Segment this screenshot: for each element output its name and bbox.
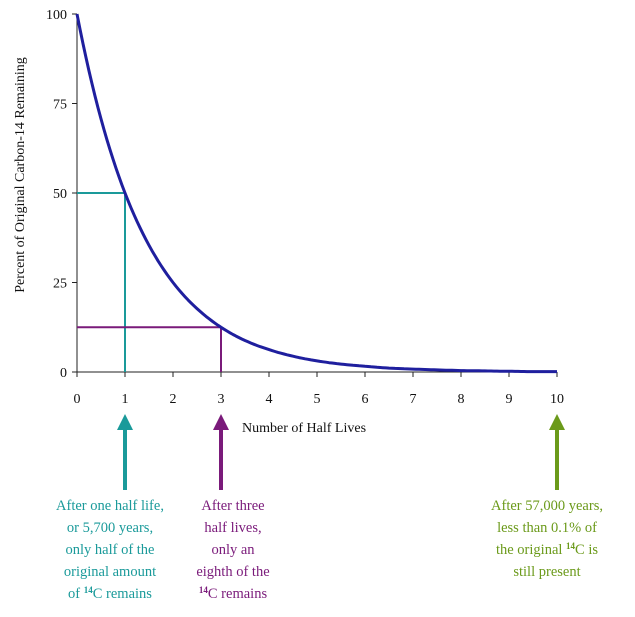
x-tick-label: 3	[218, 392, 225, 407]
y-tick-label: 100	[46, 8, 67, 23]
y-tick-label: 50	[53, 187, 67, 202]
annotation-arrow-head	[549, 414, 565, 430]
x-tick-label: 8	[458, 392, 465, 407]
annotation-line: still present	[513, 564, 581, 580]
annotation-arrows	[117, 414, 565, 490]
annotation-line: original amount	[63, 564, 157, 580]
annotation-line: only an	[211, 542, 255, 558]
annotation-line: 14C remains	[198, 585, 268, 603]
x-tick-label: 4	[266, 392, 273, 407]
annotation-line: half lives,	[204, 520, 262, 536]
x-tick-label: 5	[314, 392, 321, 407]
annotation-line: eighth of the	[196, 564, 270, 580]
guide-lines	[77, 192, 222, 372]
x-tick-label: 0	[74, 392, 81, 407]
annotation-arrow-head	[117, 414, 133, 430]
annotation-line: the original 14C is	[495, 541, 599, 559]
annotation-text: After 57,000 years, less than 0.1% of the …	[462, 495, 632, 583]
annotation-text: After one half life, or 5,700 years, only …	[30, 495, 190, 605]
annotation-arrow-head	[213, 414, 229, 430]
x-tick-label: 6	[362, 392, 369, 407]
annotation-line: After 57,000 years,	[491, 498, 603, 514]
annotation-line: or 5,700 years,	[66, 520, 154, 536]
y-tick-label: 75	[53, 98, 67, 113]
decay-curve-line	[75, 13, 557, 374]
annotation-line: less than 0.1% of	[497, 520, 597, 536]
chart-axes: 0 25 50 75 100 0 1 2 3 4 5 6 7 8 9 10	[46, 8, 564, 407]
annotation-line: of 14C remains	[68, 585, 152, 603]
x-axis-label: Number of Half Lives	[242, 421, 366, 436]
x-tick-label: 2	[170, 392, 177, 407]
series-group	[75, 13, 557, 374]
y-tick-label: 25	[53, 277, 67, 292]
y-tick-label: 0	[60, 366, 67, 381]
annotation-line: After one half life,	[56, 498, 164, 514]
x-tick-label: 1	[122, 392, 129, 407]
x-tick-label: 7	[410, 392, 417, 407]
x-tick-label: 9	[506, 392, 513, 407]
y-axis-label: Percent of Original Carbon-14 Remaining	[13, 57, 28, 293]
annotation-line: After three	[201, 498, 265, 514]
x-tick-label: 10	[550, 392, 564, 407]
annotation-text: After three half lives, only an eighth of t…	[174, 495, 292, 605]
annotation-line: only half of the	[65, 542, 155, 558]
